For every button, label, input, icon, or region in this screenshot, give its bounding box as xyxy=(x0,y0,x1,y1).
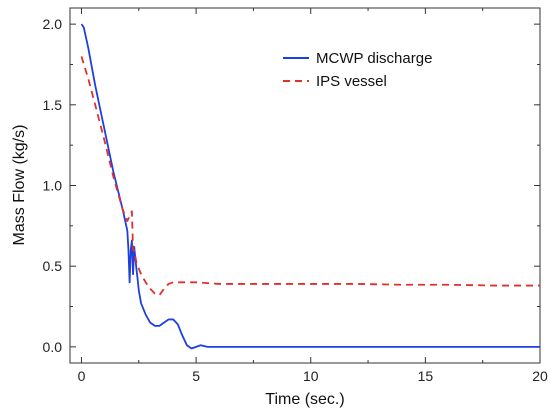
x-tick-label: 20 xyxy=(532,368,548,384)
series-lines xyxy=(80,23,540,350)
series-line-ips-vessel xyxy=(80,56,540,297)
x-tick-label: 15 xyxy=(418,368,434,384)
series-line-mcwp-discharge xyxy=(80,23,540,350)
y-tick-label: 1.0 xyxy=(43,178,63,194)
axis-ticks xyxy=(70,8,541,363)
axis-tick-labels: 0 5 10 15 20 0.0 0.5 1.0 1.5 2.0 xyxy=(43,16,548,384)
legend: MCWP discharge IPS vessel xyxy=(283,50,432,90)
y-tick-label: 2.0 xyxy=(43,16,63,32)
x-tick-label: 5 xyxy=(192,368,200,384)
legend-label-ips-vessel: IPS vessel xyxy=(316,73,387,90)
y-axis-title: Mass Flow (kg/s) xyxy=(11,125,28,246)
plot-frame xyxy=(69,7,541,364)
y-tick-label: 0.5 xyxy=(43,258,63,274)
x-tick-label: 10 xyxy=(303,368,319,384)
legend-label-mcwp-discharge: MCWP discharge xyxy=(316,50,432,67)
x-tick-label: 0 xyxy=(78,368,86,384)
x-axis-title: Time (sec.) xyxy=(265,391,344,408)
y-tick-label: 0.0 xyxy=(43,339,63,355)
y-tick-label: 1.5 xyxy=(43,97,63,113)
